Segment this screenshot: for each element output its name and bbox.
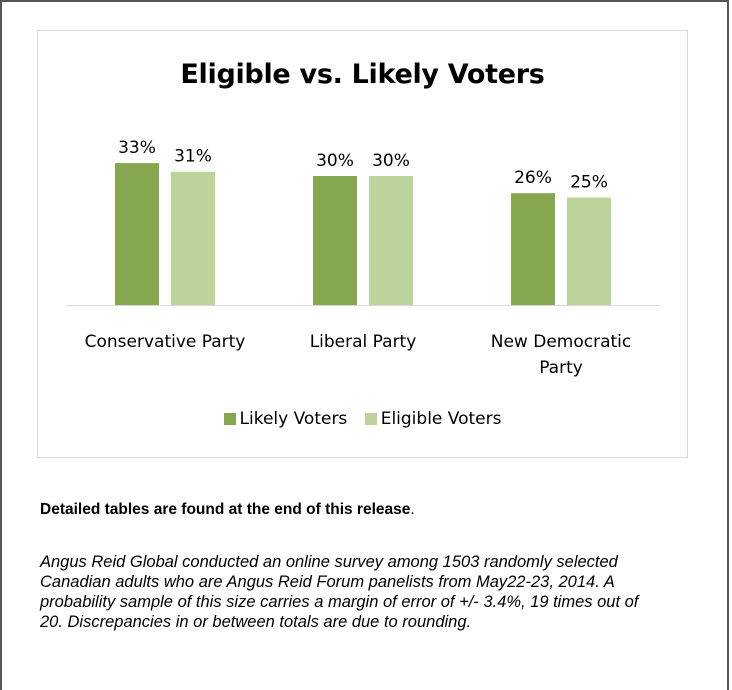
category-label-1-0: Liberal Party <box>310 332 417 352</box>
data-label-eligible-1: 30% <box>372 151 410 171</box>
data-label-likely-1: 30% <box>316 151 354 171</box>
legend-item-likely-voters: Likely Voters <box>223 409 348 429</box>
data-label-eligible-2: 25% <box>570 173 608 193</box>
legend-label-eligible-voters: Eligible Voters <box>380 409 502 429</box>
detailed-tables-text: Detailed tables are found at the end of … <box>40 501 411 518</box>
category-label-2-0: New Democratic <box>491 332 631 352</box>
chart-legend: Likely Voters Eligible Voters <box>38 409 687 429</box>
bar-likely-0 <box>115 163 159 305</box>
chart-container: Eligible vs. Likely Voters 33% 31% Conserv… <box>37 30 688 458</box>
category-label-2-1: Party <box>539 358 583 378</box>
category-label-0-0: Conservative Party <box>85 332 246 352</box>
detailed-tables-note: Detailed tables are found at the end of … <box>40 501 415 519</box>
legend-item-eligible-voters: Eligible Voters <box>364 409 502 429</box>
bar-eligible-2 <box>567 197 611 305</box>
chart-title: Eligible vs. Likely Voters <box>180 59 545 90</box>
bar-likely-2 <box>511 193 555 305</box>
legend-swatch-likely-voters <box>223 413 236 425</box>
data-label-likely-0: 33% <box>118 138 156 158</box>
bar-eligible-1 <box>369 176 413 305</box>
detailed-tables-suffix: . <box>410 501 415 518</box>
bar-chart-plot: 33% 31% Conservative Party 30% 30% Liberal Pa… <box>66 138 660 378</box>
data-label-likely-2: 26% <box>514 168 552 188</box>
data-label-eligible-0: 31% <box>174 147 212 167</box>
methodology-note: Angus Reid Global conducted an online su… <box>40 553 639 631</box>
legend-swatch-eligible-voters <box>364 413 377 425</box>
bar-likely-1 <box>313 176 357 305</box>
legend-label-likely-voters: Likely Voters <box>239 409 348 429</box>
bar-eligible-0 <box>171 171 215 305</box>
